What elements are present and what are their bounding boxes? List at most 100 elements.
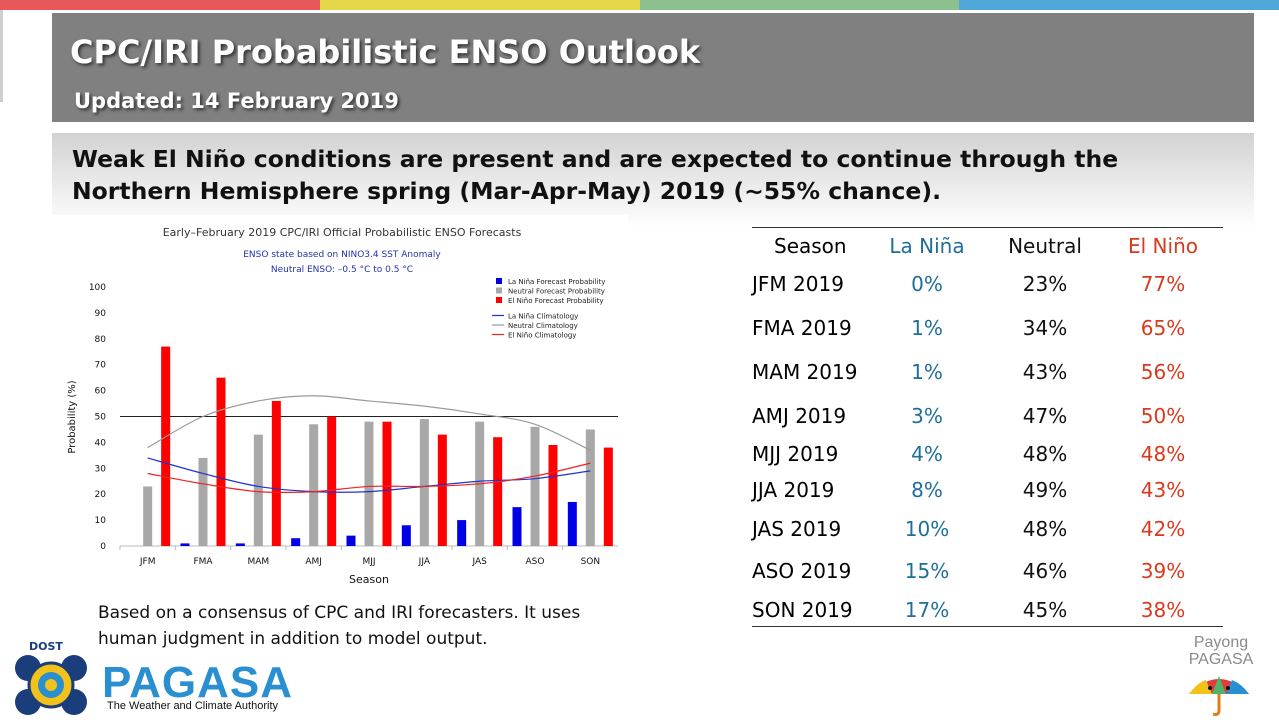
table-row: ASO 2019 15% 46% 39%: [752, 559, 1223, 589]
y-tick-label: 70: [95, 361, 107, 371]
x-tick-label: ASO: [526, 557, 545, 567]
bar-neutral-forecast-probability: [253, 434, 263, 546]
payong-line-2: PAGASA: [1188, 651, 1254, 668]
cell-el-nino: 43%: [1140, 478, 1186, 502]
bar-el-ni-o-forecast-probability: [493, 437, 503, 546]
table-row: SON 2019 17% 45% 38%: [752, 598, 1223, 628]
cell-neutral: 46%: [1022, 559, 1068, 583]
chart-title: Early–February 2019 CPC/IRI Official Pro…: [163, 226, 522, 239]
cell-el-nino: 39%: [1140, 559, 1186, 583]
cell-el-nino: 56%: [1140, 360, 1186, 384]
y-tick-label: 80: [95, 335, 107, 345]
table-row: JAS 2019 10% 48% 42%: [752, 517, 1223, 547]
y-tick-label: 40: [95, 438, 107, 448]
cell-el-nino: 48%: [1140, 442, 1186, 466]
top-bar-blue: [959, 0, 1279, 10]
title-banner: CPC/IRI Probabilistic ENSO Outlook Updat…: [52, 13, 1254, 122]
left-accent-line: [0, 10, 3, 102]
consensus-note: Based on a consensus of CPC and IRI fore…: [98, 603, 581, 649]
table-row: JJA 2019 8% 49% 43%: [752, 478, 1223, 508]
pagasa-wordmark: PAGASA: [102, 658, 293, 707]
cell-el-nino: 38%: [1140, 598, 1186, 622]
line-la-ni-a-climatology: [147, 457, 591, 493]
cell-la-nina: 1%: [911, 360, 943, 384]
bar-la-ni-a-forecast-probability: [180, 543, 190, 546]
cell-el-nino: 65%: [1140, 316, 1186, 340]
header-el-nino: El Niño: [1128, 234, 1198, 258]
table-row: MJJ 2019 4% 48% 48%: [752, 442, 1223, 472]
line-el-ni-o-climatology: [147, 462, 591, 494]
bar-el-ni-o-forecast-probability: [437, 434, 447, 546]
payong-line-1: Payong: [1193, 634, 1249, 651]
cell-season: MAM 2019: [752, 360, 858, 384]
bar-neutral-forecast-probability: [585, 429, 595, 546]
bar-el-ni-o-forecast-probability: [327, 416, 337, 546]
cell-neutral: 48%: [1022, 517, 1068, 541]
bar-neutral-forecast-probability: [419, 419, 429, 546]
cell-la-nina: 15%: [904, 559, 950, 583]
y-tick-label: 90: [95, 309, 107, 319]
top-bar-red: [0, 0, 320, 10]
probability-table: Season La Niña Neutral El Niño JFM 2019 …: [752, 227, 1223, 627]
bar-la-ni-a-forecast-probability: [346, 535, 356, 546]
header-la-nina: La Niña: [889, 234, 965, 258]
payong-pagasa-logo: Payong PAGASA: [1168, 634, 1274, 668]
y-tick-label: 30: [95, 464, 107, 474]
cell-el-nino: 77%: [1140, 272, 1186, 296]
x-axis-label: Season: [349, 573, 389, 586]
cell-la-nina: 3%: [911, 404, 943, 428]
top-bar-yellow: [319, 0, 640, 10]
legend-entry: El Niño Climatology: [508, 332, 576, 340]
table-row: MAM 2019 1% 43% 56%: [752, 360, 1223, 390]
x-tick-label: JJA: [418, 557, 431, 567]
cell-neutral: 43%: [1022, 360, 1068, 384]
bar-neutral-forecast-probability: [198, 457, 208, 546]
table-header-row: Season La Niña Neutral El Niño: [752, 234, 1223, 264]
bar-el-ni-o-forecast-probability: [216, 377, 226, 546]
cell-el-nino: 50%: [1140, 404, 1186, 428]
chart-subtitle-1: ENSO state based on NINO3.4 SST Anomaly: [243, 250, 441, 260]
legend-swatch: [496, 287, 502, 294]
cell-la-nina: 17%: [904, 598, 950, 622]
updated-date: Updated: 14 February 2019: [74, 89, 399, 113]
cell-season: ASO 2019: [752, 559, 852, 583]
bar-la-ni-a-forecast-probability: [457, 520, 467, 546]
top-color-bar: [0, 0, 1279, 10]
x-tick-label: JAS: [471, 557, 487, 567]
headline-banner: Weak El Niño conditions are present and …: [52, 133, 1254, 228]
cell-season: JJA 2019: [752, 478, 835, 502]
y-tick-label: 20: [95, 490, 107, 500]
bar-la-ni-a-forecast-probability: [567, 501, 577, 546]
cell-la-nina: 0%: [911, 272, 943, 296]
legend-entry: Neutral Forecast Probability: [508, 288, 605, 296]
bar-la-ni-a-forecast-probability: [401, 525, 411, 546]
x-tick-label: AMJ: [305, 557, 322, 567]
bar-el-ni-o-forecast-probability: [271, 400, 281, 546]
bar-la-ni-a-forecast-probability: [291, 538, 301, 546]
enso-chart-svg: Early–February 2019 CPC/IRI Official Pro…: [67, 226, 618, 586]
top-bar-green: [639, 0, 960, 10]
table-row: FMA 2019 1% 34% 65%: [752, 316, 1223, 346]
bar-el-ni-o-forecast-probability: [548, 444, 558, 546]
cell-season: JAS 2019: [752, 517, 842, 541]
cell-neutral: 23%: [1022, 272, 1068, 296]
x-tick-label: MJJ: [362, 557, 375, 567]
table-row: JFM 2019 0% 23% 77%: [752, 272, 1223, 302]
bar-el-ni-o-forecast-probability: [603, 447, 613, 546]
x-tick-label: FMA: [193, 557, 213, 567]
y-tick-label: 10: [95, 516, 107, 526]
cell-neutral: 49%: [1022, 478, 1068, 502]
cell-neutral: 47%: [1022, 404, 1068, 428]
legend-swatch: [496, 278, 502, 284]
y-tick-label: 60: [95, 387, 107, 397]
bar-la-ni-a-forecast-probability: [235, 543, 245, 546]
cell-season: SON 2019: [752, 598, 853, 622]
bar-neutral-forecast-probability: [309, 424, 319, 546]
y-axis-label: Probability (%): [67, 380, 78, 453]
legend-swatch: [496, 297, 502, 303]
bar-neutral-forecast-probability: [143, 486, 153, 546]
cell-la-nina: 1%: [911, 316, 943, 340]
slide-title: CPC/IRI Probabilistic ENSO Outlook: [70, 33, 701, 71]
cell-la-nina: 4%: [911, 442, 943, 466]
bar-neutral-forecast-probability: [530, 426, 540, 546]
